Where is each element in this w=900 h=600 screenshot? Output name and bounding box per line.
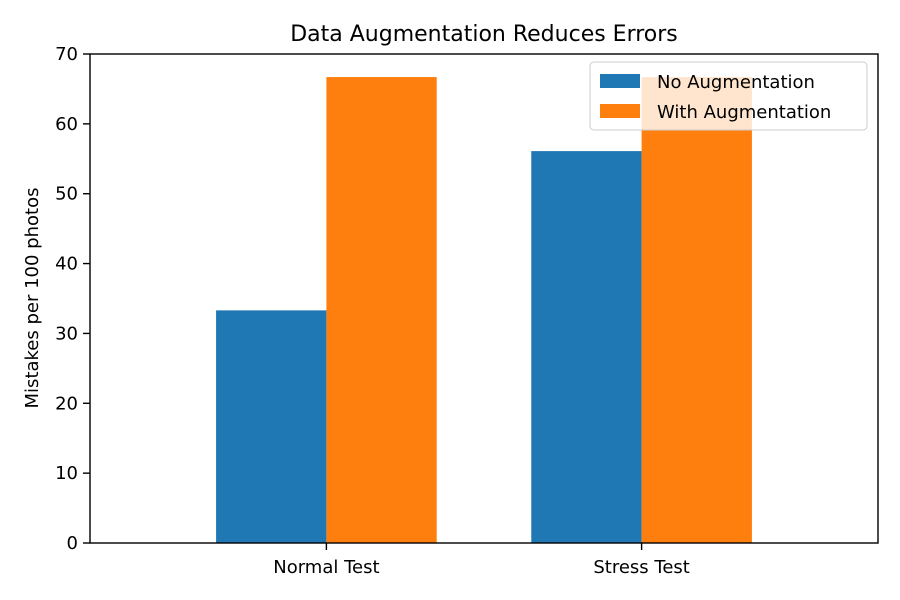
y-tick-label: 60 (55, 114, 78, 135)
y-axis-ticks: 0 10 20 30 40 50 60 70 (55, 44, 90, 554)
bar-with-augmentation-normal-test (326, 77, 437, 543)
y-tick-label: 70 (55, 44, 78, 65)
y-tick-label: 20 (55, 393, 78, 414)
y-axis-label: Mistakes per 100 photos (22, 188, 43, 409)
y-tick-label: 30 (55, 323, 78, 344)
y-tick-label: 10 (55, 463, 78, 484)
legend-swatch-no-augmentation (600, 74, 640, 88)
bars-layer (216, 77, 752, 543)
x-tick-label: Normal Test (273, 557, 379, 578)
y-tick-label: 0 (67, 533, 78, 554)
legend: No Augmentation With Augmentation (589, 61, 868, 131)
chart-title: Data Augmentation Reduces Errors (290, 22, 678, 47)
legend-swatch-with-augmentation (600, 104, 640, 118)
bar-no-augmentation-stress-test (531, 151, 642, 543)
legend-label-no-augmentation: No Augmentation (657, 72, 815, 93)
x-tick-label: Stress Test (593, 557, 690, 578)
legend-label-with-augmentation: With Augmentation (657, 102, 831, 123)
y-tick-label: 50 (55, 184, 78, 205)
bar-with-augmentation-stress-test (641, 77, 752, 543)
plot-frame (89, 53, 879, 544)
x-axis-ticks: Normal Test Stress Test (273, 543, 690, 578)
bar-no-augmentation-normal-test (216, 310, 327, 543)
legend-box (589, 61, 868, 131)
y-tick-label: 40 (55, 254, 78, 275)
